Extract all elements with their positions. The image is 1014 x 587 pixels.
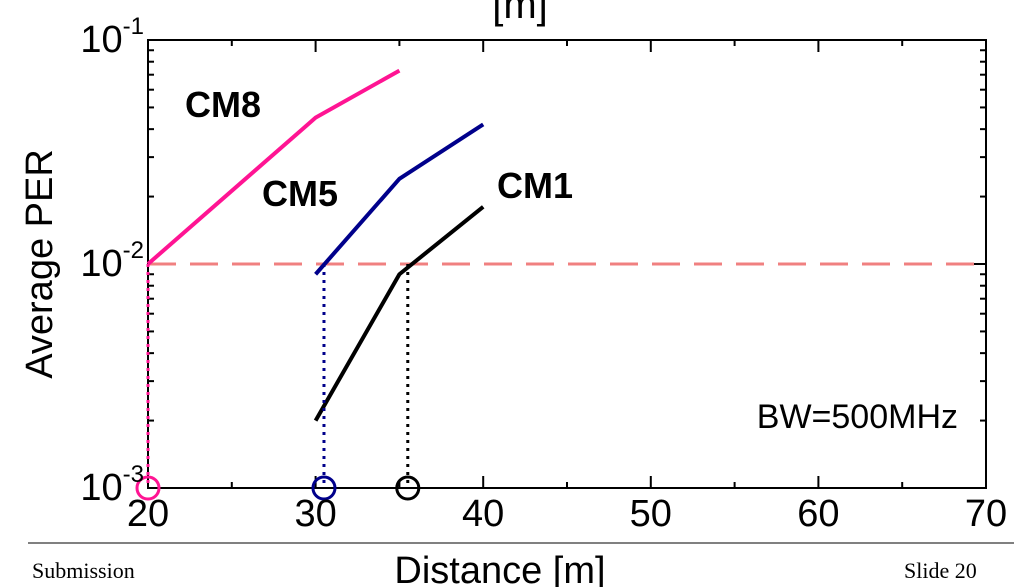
y-axis-label: Average PER <box>19 149 61 379</box>
drop-markers <box>135 264 421 501</box>
y-tick-label: 10-3 <box>80 461 144 509</box>
drop-marker <box>395 475 421 501</box>
x-axis-label: Distance [m] <box>394 550 605 587</box>
x-tick-label: 60 <box>797 493 839 535</box>
series-line-cm1 <box>313 205 485 422</box>
x-tick-label: 70 <box>965 493 1007 535</box>
series-label-cm8: CM8 <box>185 84 261 125</box>
tick-labels: 20 30 40 50 60 70 10-1 10-2 10-3 <box>80 13 1007 535</box>
footer-slide-number: Slide 20 <box>904 558 977 583</box>
x-tick-label: 20 <box>127 493 169 535</box>
y-tick-label: 10-2 <box>80 237 144 285</box>
drop-marker <box>311 475 337 501</box>
x-tick-label: 30 <box>294 493 336 535</box>
series-label-cm5: CM5 <box>262 173 338 214</box>
series-line-cm8 <box>146 68 401 266</box>
y-tick-label: 10-1 <box>80 13 144 61</box>
series-label-cm1: CM1 <box>497 165 573 206</box>
x-tick-label: 40 <box>462 493 504 535</box>
drop-marker <box>135 475 161 501</box>
data-series: CM8 CM5 CM1 <box>146 68 573 422</box>
chart-title-fragment: [m] <box>492 0 548 27</box>
footer-submission: Submission <box>32 558 135 583</box>
series-line-cm5 <box>314 122 485 276</box>
x-tick-label: 50 <box>630 493 672 535</box>
annotation-bandwidth: BW=500MHz <box>757 398 958 436</box>
